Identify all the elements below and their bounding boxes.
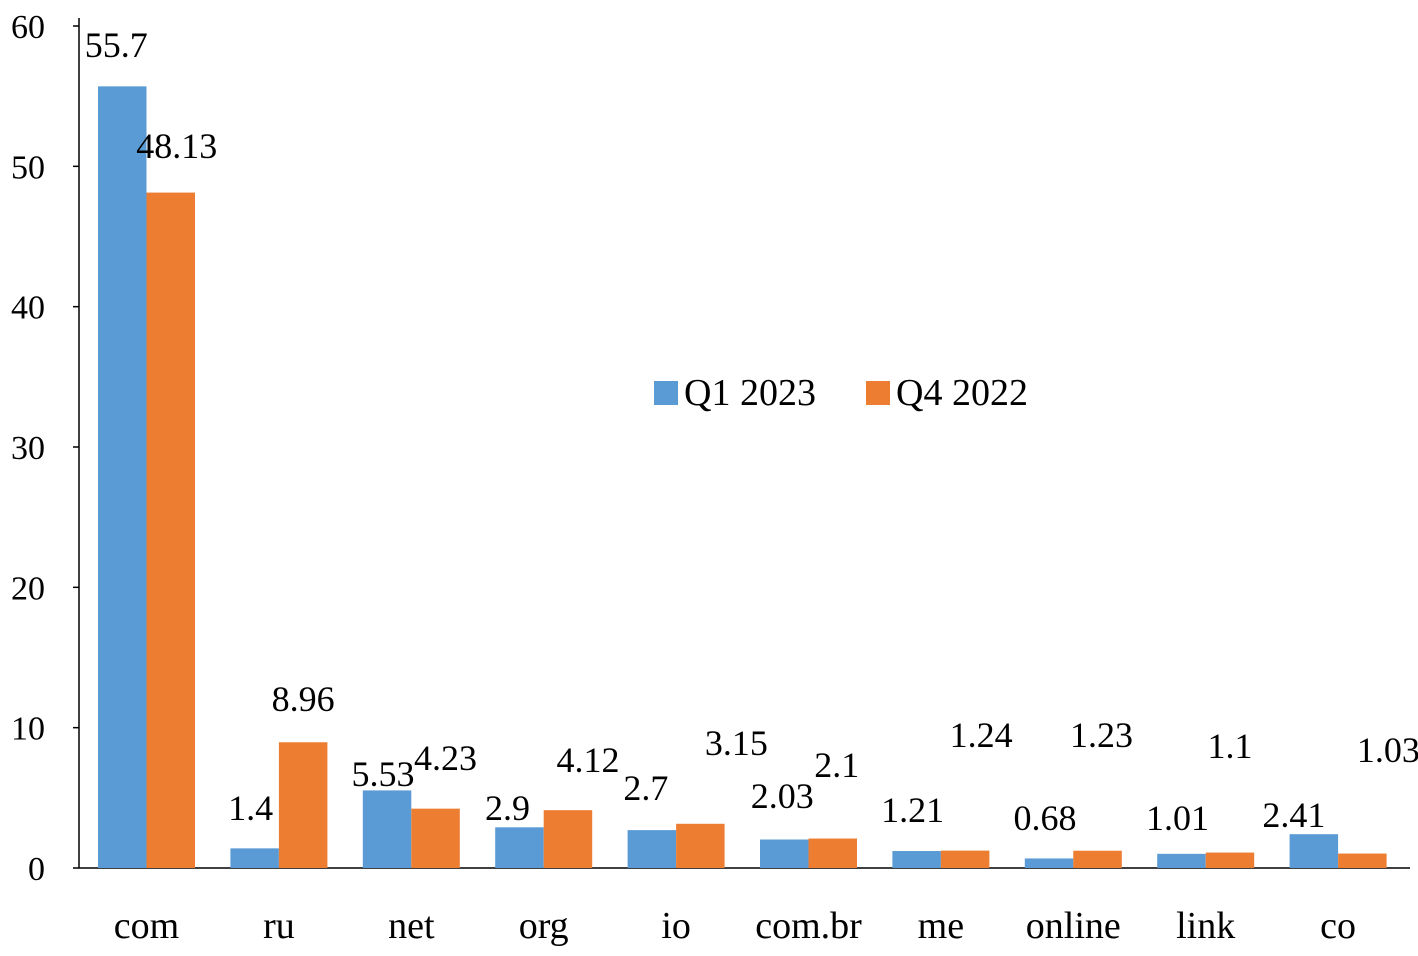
x-tick-label: io bbox=[661, 905, 691, 947]
data-label: 1.4 bbox=[228, 788, 273, 828]
y-tick-label: 40 bbox=[11, 290, 45, 327]
data-label: 2.03 bbox=[751, 776, 814, 816]
data-label: 1.03 bbox=[1357, 730, 1418, 770]
x-tick-label: net bbox=[388, 905, 435, 947]
bar-q4-2022-net bbox=[411, 808, 460, 868]
data-label: 3.15 bbox=[705, 723, 768, 763]
y-tick-label: 50 bbox=[11, 149, 45, 186]
legend-label: Q1 2023 bbox=[684, 372, 816, 414]
bar-q1-2023-org bbox=[495, 827, 544, 868]
bar-q4-2022-com.br bbox=[808, 838, 857, 868]
data-label: 2.1 bbox=[814, 745, 859, 785]
y-tick-label: 60 bbox=[11, 9, 45, 46]
legend-label: Q4 2022 bbox=[896, 372, 1028, 414]
bar-q4-2022-com bbox=[146, 192, 195, 868]
data-label: 4.23 bbox=[414, 738, 477, 778]
bar-q1-2023-net bbox=[362, 790, 412, 868]
legend-swatch bbox=[654, 381, 678, 405]
data-label: 1.21 bbox=[881, 790, 944, 830]
x-tick-label: com.br bbox=[755, 905, 862, 947]
data-label: 1.1 bbox=[1207, 726, 1252, 766]
data-label: 2.9 bbox=[485, 788, 530, 828]
x-tick-label: ru bbox=[263, 905, 295, 947]
x-tick-label: com bbox=[114, 905, 179, 947]
y-tick-label: 30 bbox=[11, 430, 45, 467]
data-label: 55.7 bbox=[85, 25, 148, 65]
data-label: 48.13 bbox=[136, 126, 217, 166]
bar-q4-2022-online bbox=[1073, 850, 1122, 868]
data-label: 1.23 bbox=[1070, 715, 1133, 755]
bar-q4-2022-ru bbox=[278, 742, 328, 868]
data-label: 5.53 bbox=[352, 754, 415, 794]
legend-swatch bbox=[866, 381, 890, 405]
data-label: 8.96 bbox=[272, 679, 335, 719]
bar-q1-2023-com.br bbox=[760, 839, 809, 868]
x-tick-label: co bbox=[1320, 905, 1356, 947]
x-tick-label: me bbox=[918, 905, 964, 947]
data-label: 0.68 bbox=[1014, 798, 1077, 838]
data-label: 2.7 bbox=[623, 768, 668, 808]
data-label: 1.01 bbox=[1146, 798, 1209, 838]
bar-q1-2023-ru bbox=[230, 848, 279, 868]
data-label: 1.24 bbox=[950, 715, 1013, 755]
bar-q1-2023-link bbox=[1157, 853, 1206, 868]
x-tick-label: online bbox=[1026, 905, 1121, 947]
bar-q4-2022-io bbox=[676, 823, 725, 868]
bar-q4-2022-me bbox=[940, 850, 990, 868]
bar-q1-2023-io bbox=[627, 830, 677, 868]
y-tick-label: 0 bbox=[28, 851, 45, 888]
x-tick-label: org bbox=[519, 905, 569, 947]
x-tick-label: link bbox=[1176, 905, 1235, 947]
bar-q1-2023-com bbox=[98, 86, 147, 869]
y-tick-label: 10 bbox=[11, 711, 45, 748]
bar-q4-2022-co bbox=[1338, 853, 1387, 868]
bar-q1-2023-co bbox=[1289, 834, 1339, 868]
bar-q4-2022-link bbox=[1205, 852, 1255, 868]
bar-q1-2023-online bbox=[1024, 858, 1074, 868]
data-label: 4.12 bbox=[556, 740, 619, 780]
data-label: 2.41 bbox=[1262, 795, 1325, 835]
y-tick-label: 20 bbox=[11, 570, 45, 607]
bar-q4-2022-org bbox=[543, 810, 593, 868]
bar-q1-2023-me bbox=[892, 851, 941, 868]
